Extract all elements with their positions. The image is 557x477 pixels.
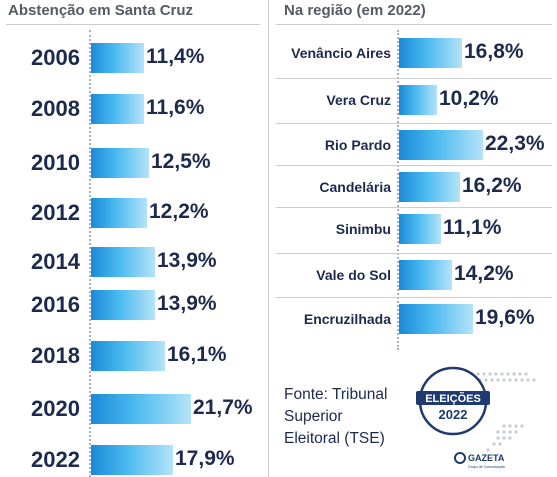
city-label: Encruzilhada	[303, 311, 391, 327]
panel-divider	[268, 0, 269, 477]
right-axis-line	[397, 30, 399, 350]
row-separator	[276, 297, 552, 298]
year-label: 2012	[31, 200, 80, 225]
value-label: 11,6%	[146, 96, 205, 119]
bar	[399, 260, 452, 290]
row-separator	[276, 78, 552, 79]
value-label: 19,6%	[475, 306, 535, 329]
value-label: 10,2%	[439, 87, 499, 110]
value-label: 16,1%	[167, 343, 227, 366]
bar	[91, 247, 155, 277]
bar	[399, 304, 473, 334]
value-label: 13,9%	[157, 249, 217, 272]
value-label: 12,5%	[151, 150, 211, 173]
bar	[399, 214, 441, 244]
year-label: 2014	[31, 249, 80, 274]
city-label: Vale do Sol	[316, 267, 391, 283]
value-label: 11,1%	[443, 216, 502, 239]
bar	[91, 43, 144, 73]
year-label: 2020	[31, 396, 80, 421]
left-axis-line	[89, 30, 91, 477]
bar	[91, 198, 147, 228]
value-label: 16,8%	[464, 40, 524, 63]
row-separator	[276, 165, 552, 166]
row-separator	[276, 123, 552, 124]
year-label: 2018	[31, 343, 80, 368]
year-label: 2010	[31, 150, 80, 175]
bar	[91, 445, 173, 475]
city-label: Sinimbu	[335, 221, 391, 237]
bar	[91, 394, 191, 424]
bar	[399, 130, 483, 160]
svg-text:ELEIÇÕES: ELEIÇÕES	[425, 392, 481, 405]
left-title-rule	[6, 24, 260, 25]
value-label: 13,9%	[157, 292, 217, 315]
city-label: Venâncio Aires	[291, 45, 391, 61]
city-label: Candelária	[319, 179, 391, 195]
svg-text:GAZETA: GAZETA	[468, 453, 505, 463]
svg-text:2022: 2022	[439, 407, 468, 422]
eleicoes-2022-logo: ELEIÇÕES 2022 GAZETA Grupo de Comunicaçã…	[416, 366, 536, 469]
right-title-rule	[276, 24, 552, 25]
value-label: 17,9%	[175, 447, 235, 470]
bar	[91, 341, 165, 371]
bar	[399, 172, 460, 202]
right-chart-title: Na região (em 2022)	[284, 2, 426, 19]
city-label: Rio Pardo	[324, 137, 391, 153]
value-label: 16,2%	[462, 174, 522, 197]
value-label: 11,4%	[146, 45, 205, 68]
year-label: 2008	[31, 96, 80, 121]
source-note: Fonte: Tribunal Superior Eleitoral (TSE)	[284, 386, 388, 447]
bar	[399, 85, 437, 115]
row-separator	[276, 253, 552, 254]
svg-text:Grupo de Comunicação: Grupo de Comunicação	[468, 465, 505, 469]
bar	[91, 148, 149, 178]
left-chart-title: Abstenção em Santa Cruz	[8, 2, 194, 19]
value-label: 21,7%	[193, 396, 253, 419]
value-label: 12,2%	[149, 200, 209, 223]
bar	[91, 94, 144, 124]
year-label: 2006	[31, 45, 80, 70]
value-label: 22,3%	[485, 132, 545, 155]
bar	[91, 290, 155, 320]
value-label: 14,2%	[454, 262, 514, 285]
year-label: 2022	[31, 447, 80, 472]
city-label: Vera Cruz	[326, 92, 391, 108]
year-label: 2016	[31, 292, 80, 317]
bar	[399, 38, 462, 68]
row-separator	[276, 207, 552, 208]
